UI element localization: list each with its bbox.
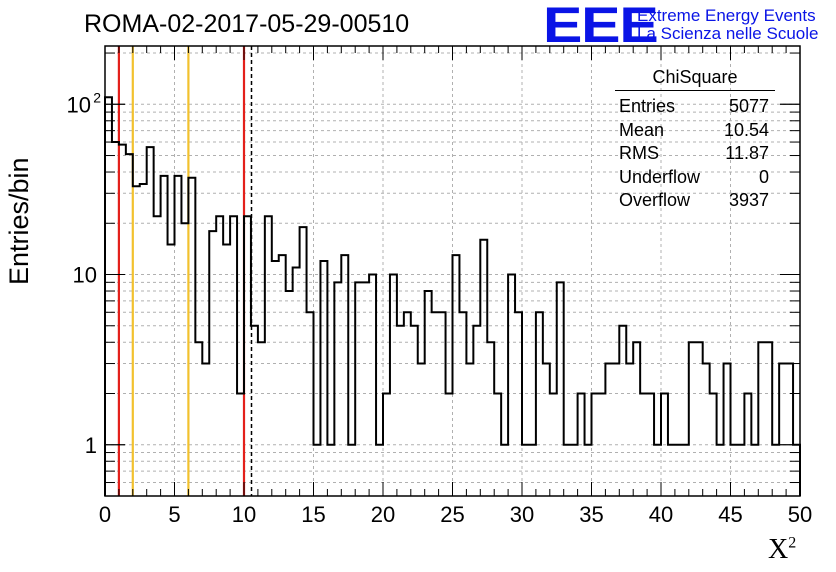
y-tick-label: 10 [73,263,97,288]
stats-label: Entries [619,96,676,116]
x-axis-label-superscript: 2 [788,534,797,552]
y-tick-label: 1 [85,433,97,458]
y-tick-label: 10 [67,92,91,117]
x-axis-label-base: X [768,534,789,565]
stats-box: ChiSquare Entries 5077 Mean 10.54 RMS 11… [611,67,777,213]
histogram-outline [104,96,801,496]
x-tick-label: 45 [718,502,742,527]
eee-logo: EEE [543,0,659,53]
stats-value: 11.87 [725,143,769,163]
stats-value: 10.54 [723,119,769,140]
stats-label: RMS [619,143,659,163]
stats-row-mean: Mean 10.54 [611,119,777,143]
stats-row-rms: RMS 11.87 [611,142,777,166]
x-tick-label: 20 [371,502,395,527]
stats-label: Overflow [619,190,691,210]
stats-value: 5077 [728,96,769,116]
x-tick-label: 0 [99,502,111,527]
x-axis-label: X2 [768,534,796,566]
stats-value: 3937 [728,190,769,210]
stats-label: Underflow [619,166,701,187]
stats-row-underflow: Underflow 0 [611,166,777,190]
stats-row-entries: Entries 5077 [611,95,777,119]
logo-line-1: Extreme Energy Events [637,6,816,25]
x-tick-label: 10 [232,502,256,527]
stats-title: ChiSquare [615,67,775,91]
x-tick-label: 15 [301,502,325,527]
x-tick-label: 30 [510,502,534,527]
stats-row-overflow: Overflow 3937 [611,189,777,213]
stats-label: Mean [619,119,665,140]
x-tick-label: 50 [788,502,812,527]
x-tick-label: 40 [649,502,673,527]
stats-value: 0 [758,166,769,187]
logo-line-2: La Scienza nelle Scuole [637,24,819,43]
x-tick-label: 35 [579,502,603,527]
x-tick-label: 5 [168,502,180,527]
chart-title: ROMA-02-2017-05-29-00510 [84,10,410,38]
x-tick-label: 25 [440,502,464,527]
y-axis-label: Entries/bin [4,157,34,285]
y-tick-superscript: 2 [93,89,101,105]
